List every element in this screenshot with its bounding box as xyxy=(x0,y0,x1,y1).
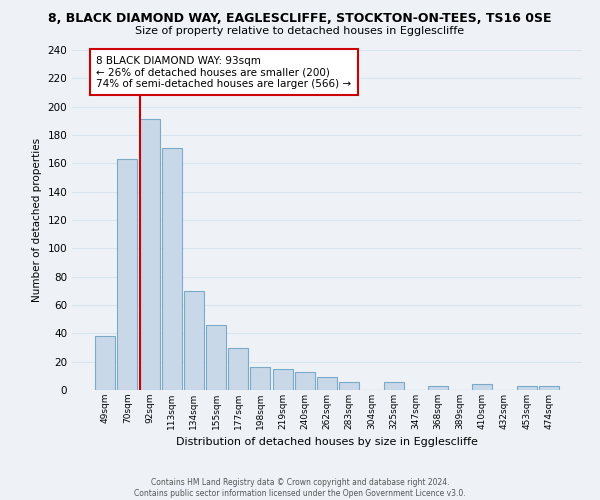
Bar xyxy=(472,384,492,390)
Bar xyxy=(140,120,160,390)
Text: Size of property relative to detached houses in Egglescliffe: Size of property relative to detached ho… xyxy=(136,26,464,36)
Bar xyxy=(317,378,337,390)
Bar xyxy=(383,382,404,390)
Bar xyxy=(295,372,315,390)
Text: 8, BLACK DIAMOND WAY, EAGLESCLIFFE, STOCKTON-ON-TEES, TS16 0SE: 8, BLACK DIAMOND WAY, EAGLESCLIFFE, STOC… xyxy=(48,12,552,26)
Bar xyxy=(162,148,182,390)
Bar xyxy=(250,368,271,390)
Bar xyxy=(95,336,115,390)
Bar xyxy=(118,159,137,390)
Bar xyxy=(206,325,226,390)
Bar xyxy=(184,291,204,390)
Bar xyxy=(428,386,448,390)
Bar xyxy=(517,386,536,390)
Bar xyxy=(539,386,559,390)
X-axis label: Distribution of detached houses by size in Egglescliffe: Distribution of detached houses by size … xyxy=(176,438,478,448)
Bar xyxy=(272,369,293,390)
Text: 8 BLACK DIAMOND WAY: 93sqm
← 26% of detached houses are smaller (200)
74% of sem: 8 BLACK DIAMOND WAY: 93sqm ← 26% of deta… xyxy=(96,56,352,89)
Text: Contains HM Land Registry data © Crown copyright and database right 2024.
Contai: Contains HM Land Registry data © Crown c… xyxy=(134,478,466,498)
Y-axis label: Number of detached properties: Number of detached properties xyxy=(32,138,42,302)
Bar xyxy=(339,382,359,390)
Bar xyxy=(228,348,248,390)
